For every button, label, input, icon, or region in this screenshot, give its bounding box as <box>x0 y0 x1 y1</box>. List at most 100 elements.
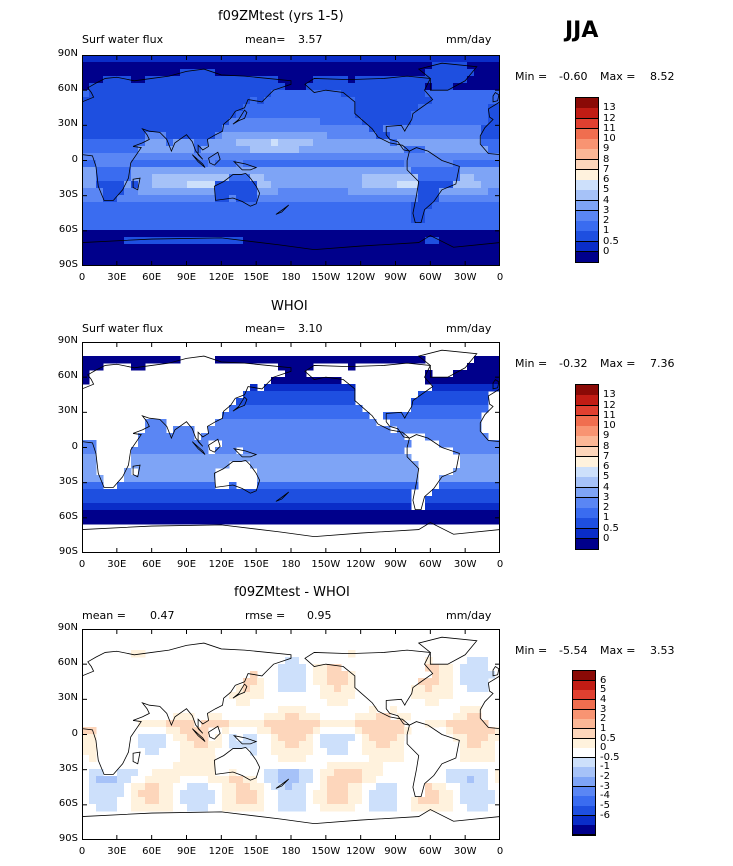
colorbar-label: 5 <box>603 471 610 483</box>
colorbar-label: 2 <box>603 502 610 513</box>
y-tick-label: 60S <box>58 797 78 809</box>
coastline <box>406 434 460 511</box>
x-tick-label: 150W <box>311 272 341 283</box>
y-tick-label: 90N <box>57 622 78 633</box>
coastline <box>406 147 460 224</box>
colorbar-label: 6 <box>603 174 610 185</box>
colorbar-swatch <box>576 98 598 109</box>
coastline <box>82 809 500 840</box>
colorbar-label: 9 <box>603 430 610 442</box>
colorbar-label: -5 <box>600 800 610 812</box>
coastline <box>232 109 248 125</box>
colorbar-label: -2 <box>600 771 610 783</box>
coastline <box>82 68 292 201</box>
panel1-title: f09ZMtest (yrs 1-5) <box>218 9 344 24</box>
colorbar-swatch <box>573 699 595 711</box>
coastline <box>479 388 500 443</box>
panel1-max-label: Max = <box>600 70 636 83</box>
colorbar-swatch <box>573 777 595 788</box>
season-label: JJA <box>565 18 599 43</box>
coastline <box>479 675 500 730</box>
panel1-min-value: -0.60 <box>559 70 588 83</box>
colorbar-swatch <box>576 251 598 263</box>
panel3-min-value: -5.54 <box>559 644 588 657</box>
coastline <box>417 636 478 665</box>
panel2-mean-label: mean= <box>245 322 286 335</box>
panel1-units: mm/day <box>446 33 492 46</box>
colorbar-swatch <box>576 426 598 437</box>
colorbar-label: 7 <box>603 163 610 175</box>
colorbar-label: -1 <box>600 761 610 773</box>
coastline <box>82 522 500 553</box>
colorbar-swatch <box>576 436 598 447</box>
colorbar-swatch <box>573 680 595 691</box>
panel3-mean-label: mean = <box>82 609 126 622</box>
coastline <box>208 725 221 740</box>
y-tick-label: 30N <box>57 405 78 417</box>
colorbar-swatch <box>576 385 598 396</box>
colorbar-swatch <box>576 128 598 140</box>
panel3-units: mm/day <box>446 609 492 622</box>
colorbar-label: 12 <box>603 112 616 124</box>
y-tick-label: 30N <box>57 118 78 130</box>
colorbar-label: 11 <box>603 122 616 134</box>
x-tick-label: 30W <box>453 846 477 857</box>
coastline <box>213 172 261 207</box>
coastline <box>492 665 500 677</box>
x-tick-label: 150E <box>243 846 269 857</box>
colorbar-label: 6 <box>600 674 607 686</box>
panel2-min-value: -0.32 <box>559 357 588 370</box>
x-tick-label: 120W <box>346 846 376 857</box>
x-tick-label: 90E <box>176 846 197 857</box>
colorbar-swatch <box>576 149 598 160</box>
y-tick-label: 30N <box>57 692 78 704</box>
colorbar-swatch <box>573 757 595 768</box>
colorbar-swatch <box>573 767 595 778</box>
coastline <box>232 683 248 699</box>
x-tick-label: 90W <box>384 559 407 570</box>
colorbar-label: 8 <box>603 440 610 452</box>
panel1-mean-value: 3.57 <box>298 33 323 46</box>
colorbar-swatch <box>576 210 598 222</box>
colorbar-label: 1 <box>600 722 607 734</box>
x-tick-label: 90W <box>384 272 407 283</box>
x-tick-label: 120E <box>208 272 235 283</box>
x-tick-label: 150E <box>243 272 269 283</box>
panel2-min-label: Min = <box>515 357 548 370</box>
panel2-units: mm/day <box>446 322 492 335</box>
colorbar-swatch <box>573 815 595 826</box>
x-tick-label: 180 <box>281 846 301 857</box>
panel1-colorbar: 13 12 11 10 9 8 7 6 5 4 3 2 1 0.5 0 <box>575 97 619 263</box>
colorbar-swatch <box>576 190 598 201</box>
colorbar-label: 12 <box>603 399 616 411</box>
panel3-max-label: Max = <box>600 644 636 657</box>
panel3-mean-value: 0.47 <box>150 609 175 622</box>
coastline <box>132 464 141 478</box>
y-tick-label: 90N <box>57 48 78 59</box>
colorbar-swatch <box>576 467 598 478</box>
colorbar-swatch <box>573 709 595 720</box>
coastline <box>191 728 206 742</box>
x-tick-label: 0 <box>496 559 504 570</box>
x-tick-label: 60E <box>142 559 162 570</box>
colorbar-label: 3 <box>603 491 610 503</box>
colorbar-swatch <box>576 221 598 232</box>
coastline <box>208 151 221 166</box>
colorbar-label: -4 <box>600 790 610 802</box>
panel3-title: f09ZMtest - WHOI <box>234 585 350 600</box>
x-tick-label: 60W <box>419 272 442 283</box>
panel3-rmse-value: 0.95 <box>307 609 332 622</box>
x-tick-label: 120E <box>208 846 235 857</box>
x-tick-label: 0 <box>78 272 86 283</box>
panel1-max-value: 8.52 <box>650 70 675 83</box>
y-tick-label: 60N <box>57 83 78 95</box>
x-tick-label: 90E <box>176 272 197 283</box>
colorbar-label: 13 <box>603 389 616 401</box>
x-tick-label: 30E <box>107 272 127 283</box>
panel1-map <box>82 55 500 266</box>
coastline <box>232 448 258 458</box>
y-tick-label: 0 <box>71 727 78 739</box>
colorbar-label: 1 <box>603 512 610 524</box>
coastline <box>479 101 500 156</box>
coastline <box>213 746 261 781</box>
